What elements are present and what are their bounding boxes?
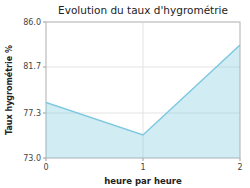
y-tick-label: 73.0 xyxy=(23,154,41,163)
plot-frame xyxy=(46,22,240,158)
line xyxy=(46,45,240,135)
chart-container: 73.0 77.3 81.7 86.0 0 1 2 Evolution du taux d'h… xyxy=(0,0,250,188)
title: Evolution du taux d'hygrométrie xyxy=(58,4,228,16)
chart-svg: 73.0 77.3 81.7 86.0 0 1 2 Evolution du taux d'h… xyxy=(0,0,250,188)
x-tick-label: 0 xyxy=(43,163,48,172)
y-tick-label: 86.0 xyxy=(23,18,41,27)
x-tick-label: 1 xyxy=(140,163,145,172)
y-axis-label: Taux hygrométrie % xyxy=(4,45,14,135)
x-tick-label: 2 xyxy=(237,163,242,172)
axes: 73.0 77.3 81.7 86.0 0 1 2 xyxy=(23,18,242,173)
y-tick-label: 81.7 xyxy=(23,62,41,71)
plot-area xyxy=(46,45,240,158)
y-tick-label: 77.3 xyxy=(23,109,41,118)
x-axis-label: heure par heure xyxy=(104,176,182,186)
grid xyxy=(46,22,240,158)
area-fill xyxy=(46,45,240,158)
